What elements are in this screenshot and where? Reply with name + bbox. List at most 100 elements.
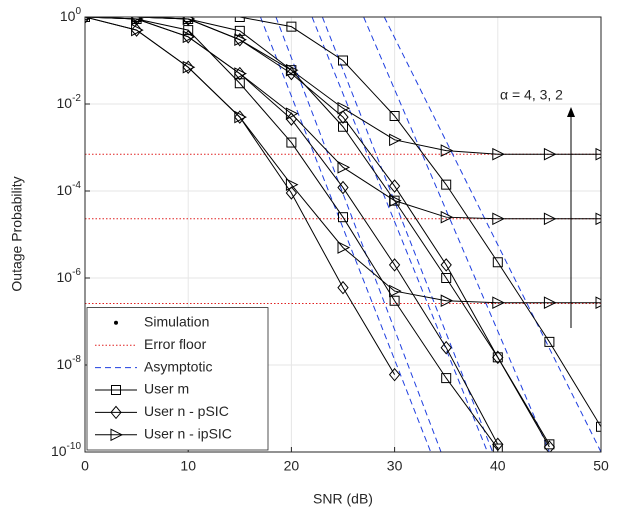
marker — [111, 385, 121, 395]
marker — [131, 17, 144, 24]
y-tick-label: 10-10 — [51, 441, 81, 459]
marker — [595, 212, 601, 226]
marker — [492, 257, 503, 268]
marker — [182, 17, 194, 26]
marker — [285, 178, 299, 191]
marker — [543, 440, 556, 452]
marker — [337, 110, 349, 124]
series-line — [85, 17, 601, 428]
marker — [595, 296, 601, 310]
marker — [389, 295, 400, 306]
series-line — [85, 17, 499, 449]
marker — [338, 121, 348, 132]
y-tick-label: 10-2 — [57, 93, 82, 111]
legend-box — [86, 307, 269, 451]
marker — [595, 147, 601, 161]
marker — [234, 32, 246, 47]
marker — [441, 373, 452, 384]
x-tick-label: 20 — [284, 458, 300, 474]
marker — [337, 101, 351, 115]
marker — [234, 110, 247, 124]
x-axis-label: SNR (dB) — [313, 491, 373, 507]
legend: Simulation Error floor Asymptotic User m Use… — [86, 307, 269, 451]
legend-label: Asymptotic — [144, 358, 212, 374]
x-tick-label: 40 — [490, 458, 506, 474]
marker — [388, 179, 401, 193]
marker — [440, 144, 454, 157]
x-tick-label: 30 — [387, 458, 403, 474]
axes-box — [84, 16, 602, 453]
marker — [285, 186, 298, 200]
marker — [389, 110, 400, 121]
marker — [234, 25, 245, 36]
marker — [110, 405, 122, 420]
marker — [337, 280, 349, 295]
marker — [337, 180, 349, 195]
marker — [285, 63, 299, 77]
y-tick-label: 10-8 — [57, 354, 82, 372]
marker — [110, 428, 124, 442]
series-line — [85, 17, 601, 220]
marker — [337, 241, 351, 254]
marker — [182, 30, 194, 44]
marker — [234, 17, 245, 22]
marker — [440, 340, 452, 355]
marker — [544, 439, 555, 450]
marker — [234, 67, 247, 80]
marker — [131, 23, 144, 37]
series-line — [259, 17, 432, 452]
marker — [492, 350, 504, 365]
series-line — [85, 17, 601, 304]
marker — [440, 294, 454, 308]
marker — [130, 23, 143, 37]
marker — [492, 212, 505, 226]
marker — [543, 212, 557, 226]
marker — [389, 284, 402, 298]
series-line — [383, 17, 601, 452]
marker — [337, 161, 351, 174]
marker — [440, 258, 452, 272]
lines — [85, 17, 601, 452]
marker — [441, 273, 452, 283]
y-tick-label: 100 — [60, 6, 82, 24]
annotation: α = 4, 3, 2 — [500, 87, 563, 103]
marker — [543, 147, 557, 161]
series-line — [85, 17, 601, 155]
marker — [389, 194, 402, 207]
marker — [182, 17, 196, 26]
marker — [234, 33, 247, 47]
marker — [234, 78, 245, 89]
y-tick-label: 10-4 — [57, 180, 82, 198]
legend-label: User m — [144, 381, 189, 397]
series-line — [311, 17, 488, 452]
legend-label: User n - ipSIC — [144, 426, 232, 442]
marker — [130, 17, 143, 26]
marker — [441, 179, 452, 190]
marker — [388, 258, 401, 272]
marker — [596, 421, 601, 432]
marker — [286, 137, 297, 148]
series-line — [275, 17, 442, 452]
marker — [492, 147, 505, 161]
marker — [286, 21, 297, 32]
marker — [234, 110, 246, 124]
marker — [544, 336, 555, 347]
y-axis-label: Outage Probability — [9, 176, 25, 291]
marker — [338, 55, 348, 66]
marker — [388, 367, 401, 382]
y-tick-label: 10-6 — [57, 267, 82, 285]
marker — [543, 296, 557, 310]
marker — [492, 437, 504, 452]
marker — [182, 30, 196, 44]
legend-label: User n - pSIC — [144, 403, 229, 419]
series-line — [363, 17, 550, 452]
marker — [389, 133, 402, 147]
x-tick-label: 0 — [81, 458, 89, 474]
marker — [114, 320, 118, 325]
marker — [338, 212, 348, 223]
legend-label: Simulation — [144, 314, 209, 330]
x-tick-label: 50 — [593, 458, 609, 474]
marker — [285, 107, 299, 120]
marker — [492, 296, 505, 310]
